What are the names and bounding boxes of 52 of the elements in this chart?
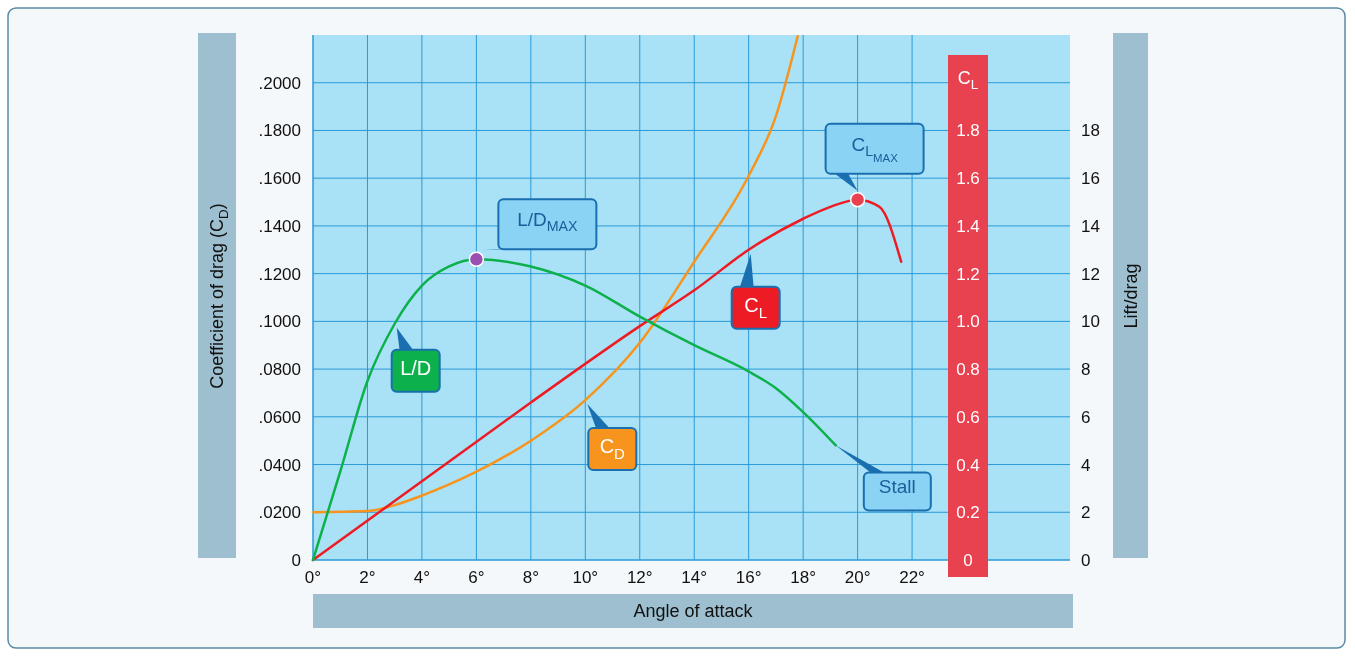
series-label: C$_{D}$ bbox=[599, 435, 626, 462]
annotation: Stall bbox=[878, 476, 916, 498]
annotation: L/D$_{MAX}$ bbox=[517, 209, 579, 235]
y-tick-label: 0 bbox=[291, 551, 301, 570]
y-tick-label: .1400 bbox=[258, 216, 301, 236]
x-tick-label: 0° bbox=[304, 568, 322, 587]
x-tick-label: 2° bbox=[359, 568, 376, 587]
x-tick-label: 16° bbox=[735, 568, 762, 587]
y3-tick-label: 0.6 bbox=[956, 407, 980, 427]
y2-tick-label: 14 bbox=[1081, 216, 1100, 236]
y2-tick-label: 2 bbox=[1081, 503, 1091, 523]
y2-tick-label: 0 bbox=[1081, 551, 1091, 570]
y3-tick-label: 1.4 bbox=[956, 216, 980, 236]
x-tick-label: 14° bbox=[681, 568, 708, 587]
series-label: L/D bbox=[400, 356, 432, 379]
series-label: C$_{L}$ bbox=[744, 293, 768, 321]
y2-tick-label: 6 bbox=[1081, 407, 1091, 427]
y2-tick-label: 16 bbox=[1081, 169, 1100, 189]
y3-tick-label: 0.2 bbox=[956, 503, 980, 523]
x-tick-label: 4° bbox=[413, 568, 431, 587]
line-series bbox=[311, 34, 799, 514]
y-tick-label: .1000 bbox=[258, 312, 301, 332]
y-tick-label: .2000 bbox=[258, 73, 301, 93]
y-tick-label: .0800 bbox=[258, 360, 301, 380]
y2-tick-label: 10 bbox=[1081, 312, 1100, 332]
x-tick-label: 12° bbox=[626, 568, 653, 587]
x-tick-label: 20° bbox=[844, 568, 871, 587]
y3-tick-label: 0 bbox=[963, 551, 973, 570]
y2-tick-label: 8 bbox=[1081, 360, 1091, 380]
y3-tick-label: 1.2 bbox=[956, 264, 980, 284]
y3-tick-label: 1.0 bbox=[956, 312, 980, 332]
y3-tick-label: 0.4 bbox=[956, 455, 980, 475]
x-tick-label: 8° bbox=[522, 568, 539, 587]
y-tick-label: .1600 bbox=[258, 169, 301, 189]
y2-axis-title: Lift/drag bbox=[1121, 263, 1141, 329]
y3-axis-title: C$_{L}$ bbox=[957, 68, 979, 93]
y3-tick-label: 0.8 bbox=[956, 360, 980, 380]
x-axis-title: Angle of attack bbox=[633, 601, 754, 621]
y2-tick-label: 4 bbox=[1081, 455, 1091, 475]
y-tick-label: .0200 bbox=[258, 503, 301, 523]
y-tick-label: .1200 bbox=[258, 264, 301, 284]
x-tick-label: 6° bbox=[468, 568, 485, 587]
y2-tick-label: 12 bbox=[1081, 264, 1100, 284]
x-tick-label: 18° bbox=[790, 568, 816, 587]
x-tick-label: 22° bbox=[899, 568, 925, 587]
y2-tick-label: 18 bbox=[1081, 121, 1100, 141]
y-tick-label: .1800 bbox=[258, 121, 301, 141]
y3-tick-label: 1.8 bbox=[956, 121, 980, 141]
x-tick-label: 10° bbox=[572, 568, 599, 587]
y-tick-label: .0400 bbox=[258, 455, 301, 475]
y-tick-label: .0600 bbox=[258, 407, 301, 427]
y3-tick-label: 1.6 bbox=[956, 169, 980, 189]
